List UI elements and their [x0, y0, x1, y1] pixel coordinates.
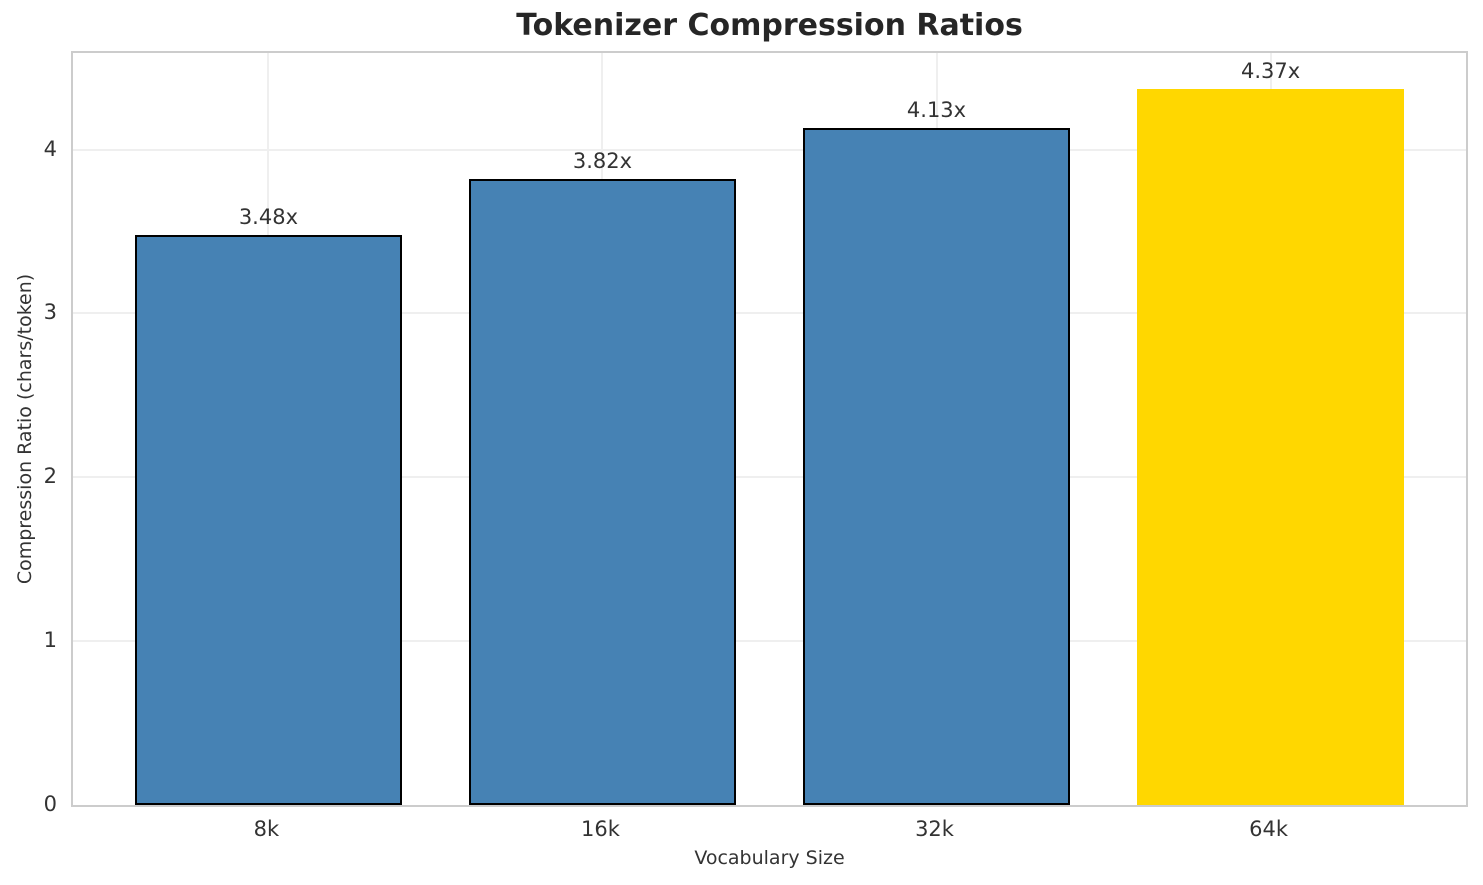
x-tick-label: 64k [1249, 817, 1289, 841]
x-tick-label: 16k [581, 817, 620, 841]
y-tick-label: 2 [43, 464, 57, 489]
y-tick-label: 0 [43, 792, 57, 816]
bar [134, 234, 403, 805]
bar-value-label: 3.82x [572, 149, 633, 174]
x-tick-label: 8k [253, 817, 280, 841]
bar-value-label: 4.13x [906, 98, 967, 123]
y-tick-label: 1 [43, 628, 57, 653]
bar-value-label: 4.37x [1240, 59, 1301, 84]
chart-title: Tokenizer Compression Ratios [516, 8, 1023, 43]
y-tick-label: 4 [43, 136, 57, 161]
gridline-horizontal [73, 476, 1466, 479]
x-tick-label: 32k [915, 817, 954, 841]
bar [468, 179, 737, 805]
bar [802, 128, 1071, 805]
gridline-horizontal [73, 148, 1466, 151]
gridline-horizontal [73, 312, 1466, 315]
x-axis-label: Vocabulary Size [694, 847, 845, 869]
gridline-horizontal [73, 640, 1466, 643]
bar [1136, 89, 1405, 805]
plot-area: 3.48x 3.82x 4.13x 4.37x [71, 51, 1468, 807]
bar-value-label: 3.48x [238, 204, 298, 229]
y-tick-label: 3 [43, 300, 57, 325]
